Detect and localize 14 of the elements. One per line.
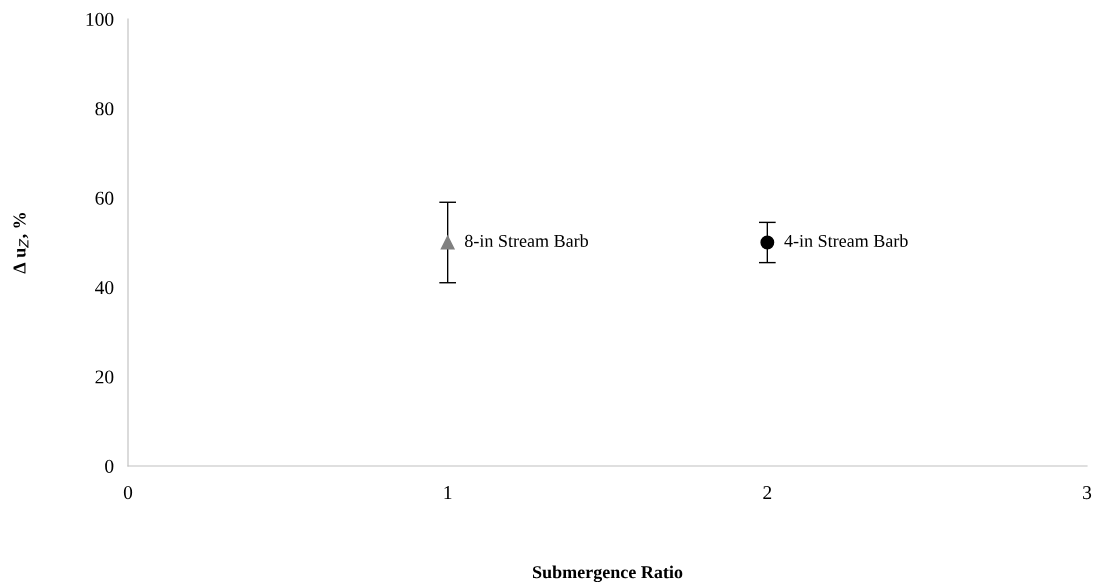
x-tick-label: 3	[1083, 486, 1092, 500]
x-axis-title: Submergence Ratio	[532, 565, 683, 583]
y-tick-label: 60	[95, 191, 114, 205]
y-tick-label: 100	[86, 12, 114, 26]
x-tick-label: 0	[123, 486, 133, 500]
y-tick-label: 0	[105, 459, 114, 473]
y-tick-label: 20	[95, 370, 114, 384]
x-tick-label: 2	[763, 486, 772, 499]
y-axis-title: Δ u$_{Z}$, %	[13, 213, 29, 274]
y-tick-label: 40	[95, 281, 114, 295]
series-label: 4-in Stream Barb	[784, 234, 908, 248]
y-tick-label: 80	[95, 102, 114, 116]
series-label: 8-in Stream Barb	[465, 234, 588, 248]
x-tick-label: 1	[444, 486, 452, 499]
